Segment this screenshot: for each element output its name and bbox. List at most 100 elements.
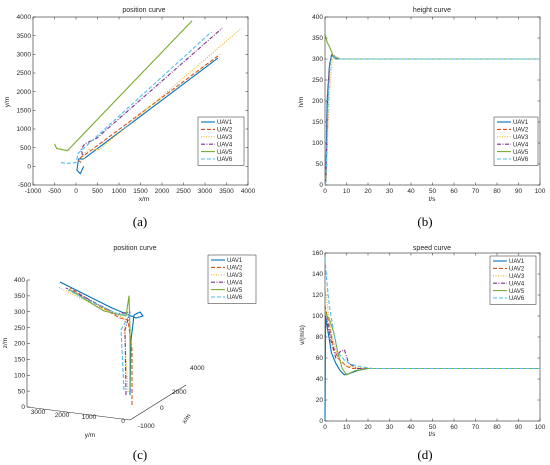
x-tick-label: 1500 [133, 188, 148, 195]
series-line-uav5 [324, 310, 540, 376]
series-line-uav5 [54, 20, 193, 152]
legend-label: UAV4 [227, 280, 243, 286]
y-tick-label: 150 [312, 119, 323, 126]
x-tick-label: 70 [472, 188, 480, 195]
y-tick-label: 60 [316, 355, 324, 362]
panel-c: position curve z/m y/m x/m (c) 0 50 100 150… [2, 245, 257, 462]
x-tick-label: 10 [343, 424, 351, 431]
z-tick-label: 300 [14, 309, 25, 316]
panel-b-title: height curve [413, 7, 451, 14]
series-line-uav2 [69, 287, 133, 405]
legend-label: UAV5 [227, 288, 243, 294]
series-line-uav5 [324, 33, 540, 60]
panel-d-ylabel: v/(m/s) [299, 325, 306, 345]
panel-c-title: position curve [113, 245, 156, 252]
series-line-uav4 [65, 287, 131, 396]
y-tick-label: 2500 [17, 70, 32, 77]
y-tick-label: 160 [312, 250, 323, 257]
legend-label: UAV5 [509, 289, 525, 295]
series-line-uav3 [81, 27, 242, 160]
y-tick-label: 2000 [17, 89, 32, 96]
x-tick-label: 50 [429, 424, 437, 431]
x-tick-label: 2000 [155, 188, 170, 195]
x-tick-label: -500 [48, 188, 61, 195]
series-line-uav4 [324, 315, 540, 370]
y-tick-label: 20 [316, 397, 324, 404]
z-tick-label: 50 [18, 388, 26, 395]
series-line-uav2 [78, 53, 221, 164]
y-tick-label: -500 [18, 182, 31, 189]
series-line-uav4 [80, 27, 223, 156]
legend-label: UAV3 [217, 135, 233, 141]
series-line-uav5 [69, 289, 131, 388]
x-tick-label: 0 [160, 405, 164, 412]
panel-a-title: position curve [122, 7, 165, 14]
x-tick-label: 0 [323, 188, 327, 195]
legend-box [489, 255, 537, 305]
x-tick-label: 20 [364, 188, 372, 195]
x-tick-label: 30 [386, 188, 394, 195]
legend-label: UAV5 [513, 150, 529, 156]
legend-label: UAV2 [513, 128, 529, 134]
y-tick-label: 3500 [17, 33, 32, 40]
x-tick-label: -1000 [138, 423, 155, 430]
panel-b-ylabel: h/m [298, 97, 305, 108]
x-axis [129, 384, 187, 421]
y-tick-label: 350 [312, 35, 323, 42]
y-tick-label: 0 [121, 418, 125, 425]
x-tick-label: 100 [535, 424, 546, 431]
series-line-uav6 [324, 258, 540, 370]
x-tick-label: 60 [450, 424, 458, 431]
x-tick-label: 80 [493, 188, 501, 195]
legend-label: UAV1 [513, 120, 529, 126]
y-tick-label: 200 [312, 98, 323, 105]
y-tick-label: 300 [312, 56, 323, 63]
z-tick-label: 100 [14, 372, 25, 379]
y-tick-label: 2000 [55, 412, 70, 419]
y-axis [26, 406, 131, 421]
x-tick-label: 80 [493, 424, 501, 431]
panel-b-xlabel: t/s [429, 196, 437, 203]
legend-label: UAV3 [509, 274, 525, 280]
y-tick-label: 4000 [17, 14, 32, 21]
y-tick-label: 3000 [17, 52, 32, 59]
x-tick-label: 60 [450, 188, 458, 195]
y-tick-label: 3000 [31, 409, 46, 416]
legend-label: UAV1 [509, 259, 525, 265]
y-tick-label: 1000 [82, 414, 97, 421]
panel-a-ylabel: y/m [4, 97, 11, 107]
y-tick-label: 0 [319, 418, 323, 425]
x-tick-label: 0 [74, 188, 78, 195]
series-line-uav6 [60, 31, 212, 164]
legend-label: UAV3 [227, 273, 243, 279]
x-tick-label: 10 [343, 188, 351, 195]
legend-box [207, 254, 257, 304]
panel-d: speed curve t/s v/(m/s) (d) 0 10 20 30 40 50 6… [299, 245, 546, 462]
caption-c: (c) [133, 447, 147, 462]
x-tick-label: 90 [515, 188, 523, 195]
x-tick-label: 0 [323, 424, 327, 431]
y-tick-label: 140 [312, 271, 323, 278]
z-tick-label: 250 [14, 325, 25, 332]
x-tick-label: 20 [364, 424, 372, 431]
legend-box [197, 116, 245, 166]
legend-label: UAV1 [227, 258, 243, 264]
series-line-uav3 [57, 286, 129, 393]
x-tick-label: 40 [407, 424, 415, 431]
y-tick-label: 1500 [17, 108, 32, 115]
x-tick-label: 40 [407, 188, 415, 195]
y-tick-label: 100 [312, 140, 323, 147]
legend-label: UAV1 [217, 120, 233, 126]
series-line-uav1 [76, 57, 219, 175]
x-tick-label: 2000 [172, 389, 187, 396]
x-tick-label: -1000 [25, 188, 42, 195]
legend-label: UAV2 [227, 266, 243, 272]
legend-label: UAV2 [509, 267, 525, 273]
legend-label: UAV6 [509, 296, 525, 302]
legend-label: UAV5 [217, 150, 233, 156]
series-line-uav6 [324, 54, 540, 186]
panel-a-xlabel: x/m [139, 196, 149, 203]
legend-label: UAV6 [513, 157, 529, 163]
panel-c-ylabel: y/m [85, 432, 95, 439]
